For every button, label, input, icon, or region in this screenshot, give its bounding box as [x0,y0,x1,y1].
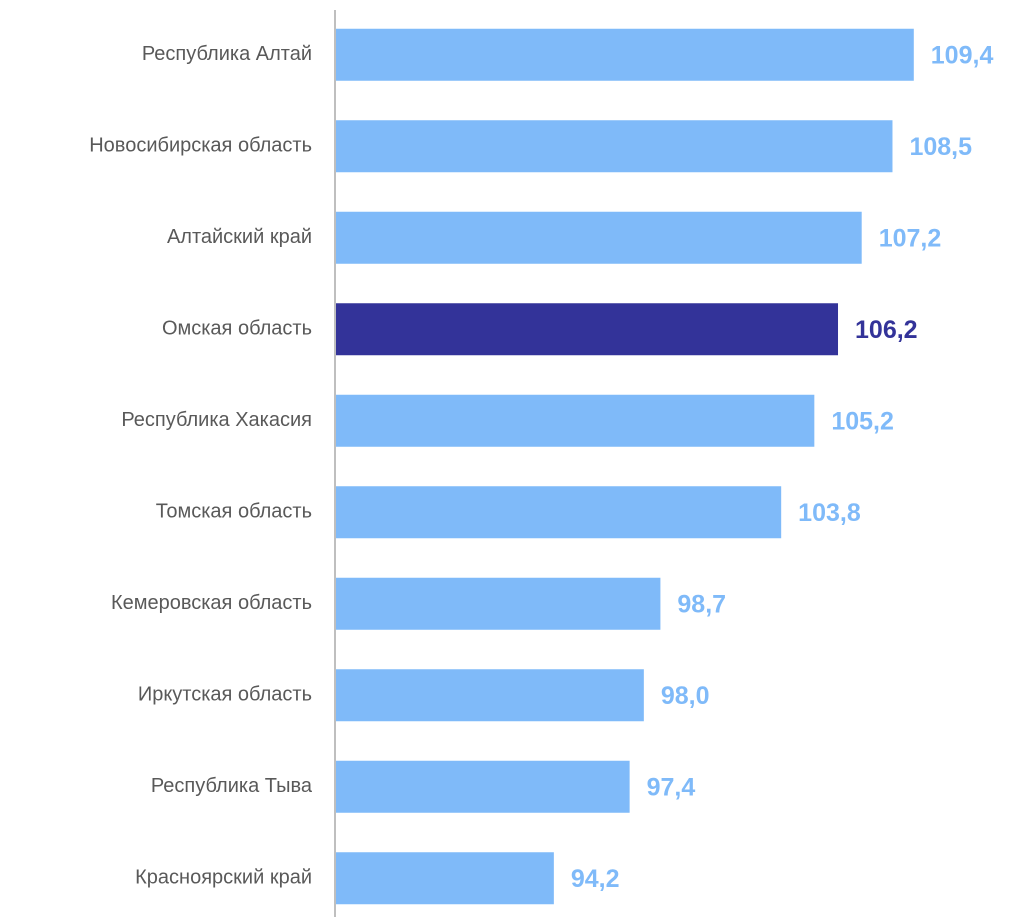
bar [336,669,644,722]
data-label: 106,2 [855,316,918,344]
bar [336,577,661,630]
data-label: 108,5 [909,133,972,161]
y-tick-label: Иркутская область [138,684,312,706]
data-label: 98,7 [677,590,726,618]
data-label: 103,8 [798,499,861,527]
y-tick-label: Республика Тыва [151,775,313,797]
y-tick-label: Алтайский край [167,226,312,248]
y-tick-label: Томская область [156,501,312,523]
bar [336,486,782,539]
bar [336,211,862,264]
y-tick-label: Республика Хакасия [121,409,312,431]
data-label: 98,0 [661,682,710,710]
y-tick-label: Республика Алтай [142,43,312,65]
bar [336,303,839,356]
y-tick-label: Красноярский край [135,867,312,889]
bar [336,760,630,813]
bar [336,120,893,173]
data-label: 105,2 [831,407,894,435]
data-label: 109,4 [931,41,994,69]
bar [336,28,914,81]
y-tick-label: Омская область [162,318,312,340]
y-tick-label: Новосибирская область [89,135,312,157]
data-label: 97,4 [647,773,696,801]
data-label: 94,2 [571,865,620,893]
bar [336,852,554,905]
data-label: 107,2 [879,224,942,252]
y-tick-label: Кемеровская область [111,592,312,614]
bar [336,394,815,447]
